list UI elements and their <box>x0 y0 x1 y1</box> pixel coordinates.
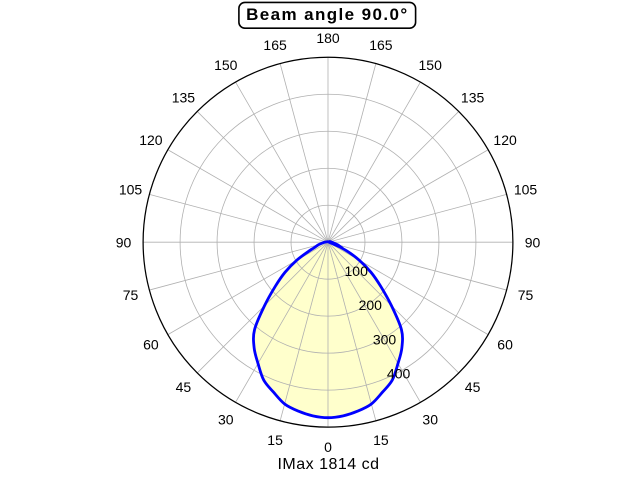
svg-text:IMax 1814 cd: IMax 1814 cd <box>277 456 379 473</box>
svg-text:75: 75 <box>518 287 534 303</box>
svg-text:200: 200 <box>359 297 383 313</box>
svg-text:165: 165 <box>369 37 393 53</box>
svg-text:105: 105 <box>514 181 538 197</box>
svg-text:135: 135 <box>461 90 485 106</box>
svg-text:60: 60 <box>143 337 159 353</box>
svg-text:100: 100 <box>345 263 369 279</box>
svg-text:165: 165 <box>263 37 287 53</box>
svg-text:15: 15 <box>373 432 389 448</box>
svg-text:400: 400 <box>387 366 411 382</box>
svg-text:90: 90 <box>116 234 132 250</box>
svg-text:180: 180 <box>316 30 340 46</box>
svg-text:135: 135 <box>172 90 196 106</box>
svg-text:105: 105 <box>119 181 143 197</box>
svg-text:0: 0 <box>324 439 332 455</box>
svg-text:75: 75 <box>123 287 139 303</box>
svg-text:120: 120 <box>493 132 517 148</box>
svg-text:90: 90 <box>525 234 541 250</box>
svg-text:Beam angle 90.0°: Beam angle 90.0° <box>246 5 408 24</box>
svg-text:45: 45 <box>465 379 481 395</box>
svg-text:30: 30 <box>218 411 234 427</box>
svg-text:15: 15 <box>267 432 283 448</box>
svg-text:120: 120 <box>139 132 163 148</box>
svg-text:150: 150 <box>214 57 238 73</box>
svg-text:60: 60 <box>497 337 513 353</box>
svg-text:45: 45 <box>176 379 192 395</box>
svg-text:300: 300 <box>373 331 397 347</box>
svg-text:150: 150 <box>419 57 443 73</box>
svg-text:30: 30 <box>422 411 438 427</box>
